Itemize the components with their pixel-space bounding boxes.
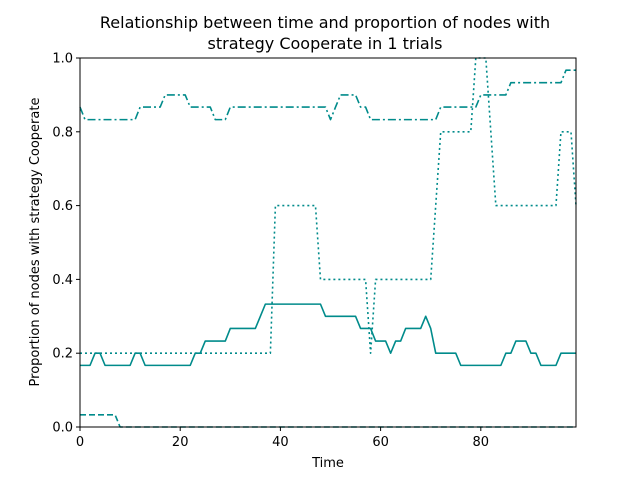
series-line-dashed — [80, 414, 576, 428]
y-tick-label: 0.2 — [52, 347, 73, 362]
y-tick-label: 0.6 — [52, 199, 73, 214]
tick-layer: 0 20 40 60 80 0.0 0.2 0.4 0.6 0.8 1.0 — [52, 52, 489, 451]
series-line-dashdot — [79, 69, 576, 121]
x-tick-label: 0 — [76, 435, 84, 450]
y-tick-label: 0.0 — [52, 421, 73, 436]
chart-title-line-1: Relationship between time and proportion… — [100, 13, 550, 32]
x-tick-label: 80 — [473, 435, 490, 450]
series-layer — [79, 57, 577, 428]
y-tick-label: 0.4 — [52, 273, 73, 288]
x-tick-label: 40 — [272, 435, 289, 450]
y-axis-label: Proportion of nodes with strategy Cooper… — [28, 98, 43, 387]
chart-title-line-2: strategy Cooperate in 1 trials — [208, 34, 443, 53]
plot-frame — [79, 57, 577, 428]
y-tick-label: 0.8 — [52, 125, 73, 140]
x-tick-label: 60 — [372, 435, 389, 450]
y-tick-label: 1.0 — [52, 52, 73, 67]
series-line-solid — [80, 303, 576, 367]
x-tick-label: 20 — [172, 435, 189, 450]
x-axis-label: Time — [311, 456, 344, 471]
